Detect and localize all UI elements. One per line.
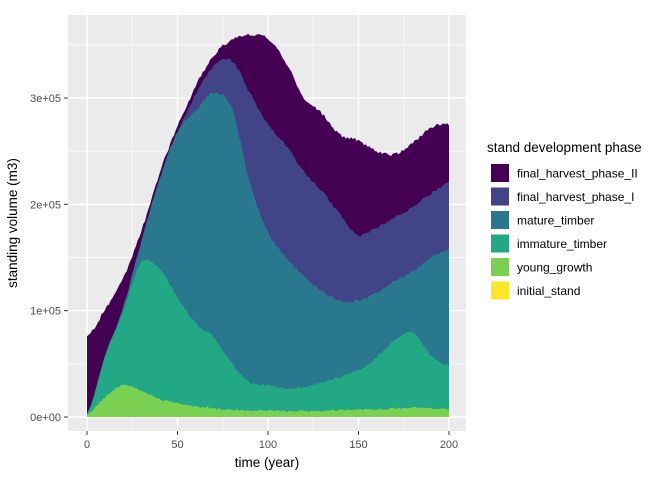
x-tick-label: 200 xyxy=(440,439,458,451)
area-young_growth xyxy=(87,384,449,417)
legend-label-immature_timber: immature_timber xyxy=(517,237,607,251)
x-tick-label: 100 xyxy=(259,439,277,451)
x-tick-label: 0 xyxy=(84,439,90,451)
y-tick-label: 2e+05 xyxy=(30,199,61,211)
legend-key-final_harvest_phase_I-icon xyxy=(491,187,509,206)
y-tick-label: 0e+00 xyxy=(30,412,61,424)
legend-key-mature_timber-icon xyxy=(491,211,509,229)
y-tick-label: 1e+05 xyxy=(30,306,61,318)
area-immature_timber xyxy=(87,259,449,417)
legend-label-mature_timber: mature_timber xyxy=(517,214,594,228)
legend-key-immature_timber-icon xyxy=(491,234,509,253)
y-axis-title: standing volume (m3) xyxy=(5,158,20,288)
x-tick-label: 150 xyxy=(349,439,367,451)
legend-label-young_growth: young_growth xyxy=(517,261,592,275)
legend-label-final_harvest_phase_I: final_harvest_phase_I xyxy=(517,190,634,204)
legend-label-initial_stand: initial_stand xyxy=(517,284,580,298)
legend-key-young_growth-icon xyxy=(491,258,509,276)
legend-title: stand development phase xyxy=(487,140,642,155)
legend-key-final_harvest_phase_II-icon xyxy=(491,164,509,182)
legend: stand development phase final_harvest_pha… xyxy=(487,140,642,300)
legend-label-final_harvest_phase_II: final_harvest_phase_II xyxy=(517,167,638,181)
legend-key-initial_stand-icon xyxy=(491,281,509,300)
x-axis-title: time (year) xyxy=(235,455,300,470)
x-tick-label: 50 xyxy=(171,439,183,451)
y-tick-label: 3e+05 xyxy=(30,93,61,105)
